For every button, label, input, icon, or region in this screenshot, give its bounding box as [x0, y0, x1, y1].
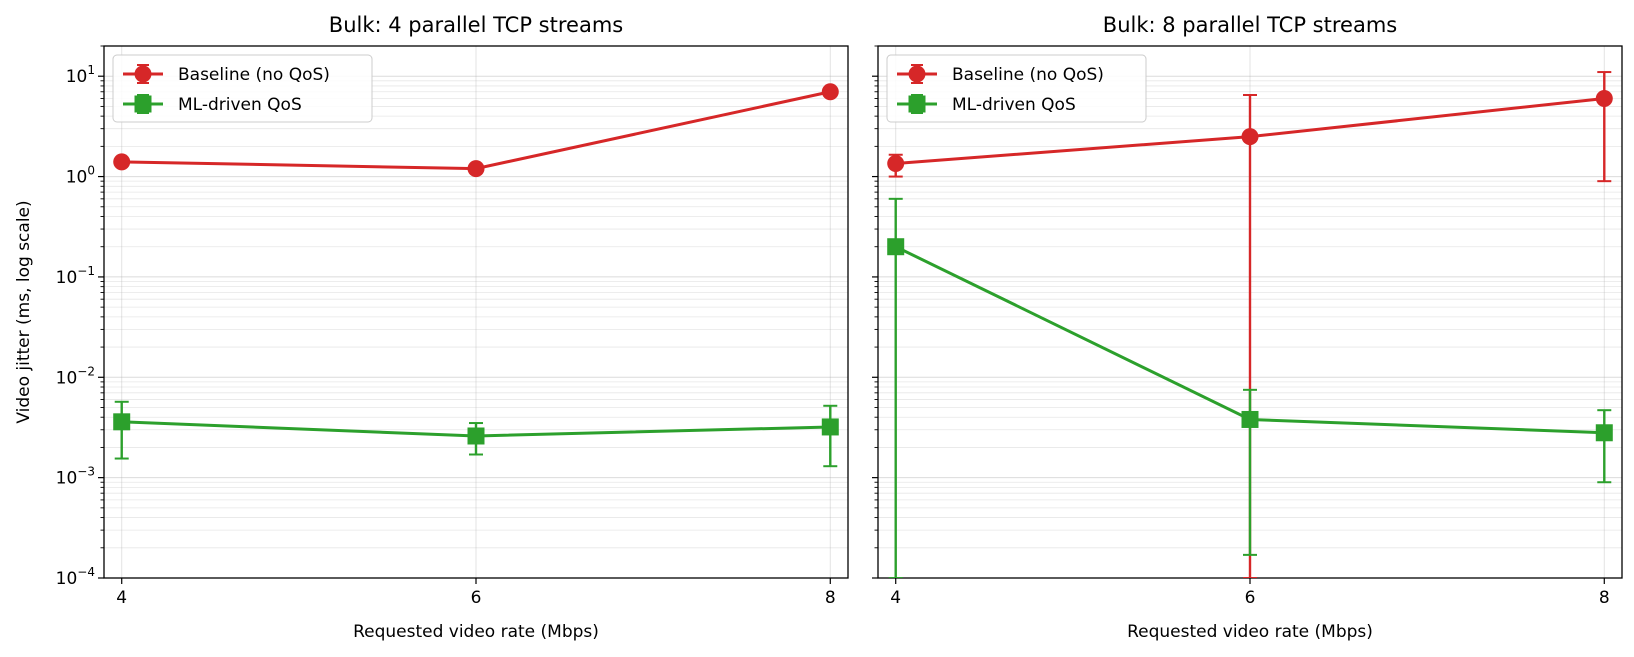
- chart-title: Bulk: 8 parallel TCP streams: [1103, 13, 1397, 37]
- data-point: [821, 418, 839, 436]
- y-tick-label-base: 10: [56, 368, 78, 388]
- legend-box: [886, 54, 1147, 123]
- legend-marker: [908, 95, 926, 113]
- series-2: [113, 400, 839, 468]
- y-tick-label-base: 10: [66, 168, 88, 188]
- legend-label: ML-driven QoS: [952, 95, 1076, 115]
- y-tick-label-base: 10: [56, 268, 78, 288]
- legend-marker: [908, 65, 926, 83]
- plot-area: [113, 83, 839, 468]
- plot-area: [887, 71, 1613, 578]
- y-tick-label: 10−2: [56, 364, 95, 388]
- data-point: [1595, 424, 1613, 442]
- data-point: [887, 238, 905, 256]
- y-tick-label-exponent: 1: [87, 63, 95, 77]
- legend-label: Baseline (no QoS): [952, 65, 1104, 85]
- y-tick-label: 100: [66, 164, 95, 188]
- grid: [104, 45, 848, 579]
- legend-marker: [134, 65, 152, 83]
- x-axis-label: Requested video rate (Mbps): [1127, 622, 1373, 642]
- x-tick-label: 4: [890, 588, 901, 608]
- data-point: [821, 83, 839, 101]
- legend-item: Baseline (no QoS): [897, 64, 1104, 85]
- y-tick-label: 10−3: [56, 465, 95, 489]
- x-tick-label: 6: [1245, 588, 1256, 608]
- data-point: [1241, 128, 1259, 146]
- data-point: [467, 160, 485, 178]
- series-2: [887, 197, 1613, 578]
- data-point: [1595, 89, 1613, 107]
- x-tick-label: 8: [825, 588, 836, 608]
- series-1: [113, 83, 839, 178]
- y-axis-label: Video jitter (ms, log scale): [14, 200, 34, 423]
- data-point: [887, 154, 905, 172]
- legend: Baseline (no QoS) ML-driven QoS: [886, 54, 1147, 123]
- x-tick-label: 6: [471, 588, 482, 608]
- legend-box: [112, 54, 373, 123]
- y-tick-label-base: 10: [56, 469, 78, 489]
- y-tick-label-exponent: 0: [87, 164, 95, 178]
- y-tick-label-exponent: −4: [77, 565, 95, 579]
- y-tick-label-exponent: −2: [77, 364, 95, 378]
- legend-item: Baseline (no QoS): [123, 64, 330, 85]
- chart-title: Bulk: 4 parallel TCP streams: [329, 13, 623, 37]
- legend: Baseline (no QoS) ML-driven QoS: [112, 54, 373, 123]
- data-point: [467, 427, 485, 445]
- x-tick-label: 8: [1599, 588, 1610, 608]
- x-tick-label: 4: [116, 588, 127, 608]
- x-axis-label: Requested video rate (Mbps): [353, 622, 599, 642]
- y-tick-label-base: 10: [66, 67, 88, 87]
- legend-item: ML-driven QoS: [123, 94, 302, 115]
- chart-panel-2: 4 6 8 Bulk: 8 parallel TCP streams Requested…: [872, 13, 1623, 642]
- y-tick-label: 101: [66, 63, 95, 87]
- legend-label: ML-driven QoS: [178, 95, 302, 115]
- legend-marker: [134, 95, 152, 113]
- y-tick-label: 10−1: [56, 264, 95, 288]
- y-tick-label-exponent: −1: [77, 264, 95, 278]
- legend-item: ML-driven QoS: [897, 94, 1076, 115]
- data-point: [1241, 410, 1259, 428]
- data-point: [113, 153, 131, 171]
- y-tick-label-base: 10: [56, 569, 78, 589]
- y-tick-label-exponent: −3: [77, 465, 95, 479]
- legend-label: Baseline (no QoS): [178, 65, 330, 85]
- data-point: [113, 413, 131, 431]
- y-tick-label: 10−4: [56, 565, 95, 589]
